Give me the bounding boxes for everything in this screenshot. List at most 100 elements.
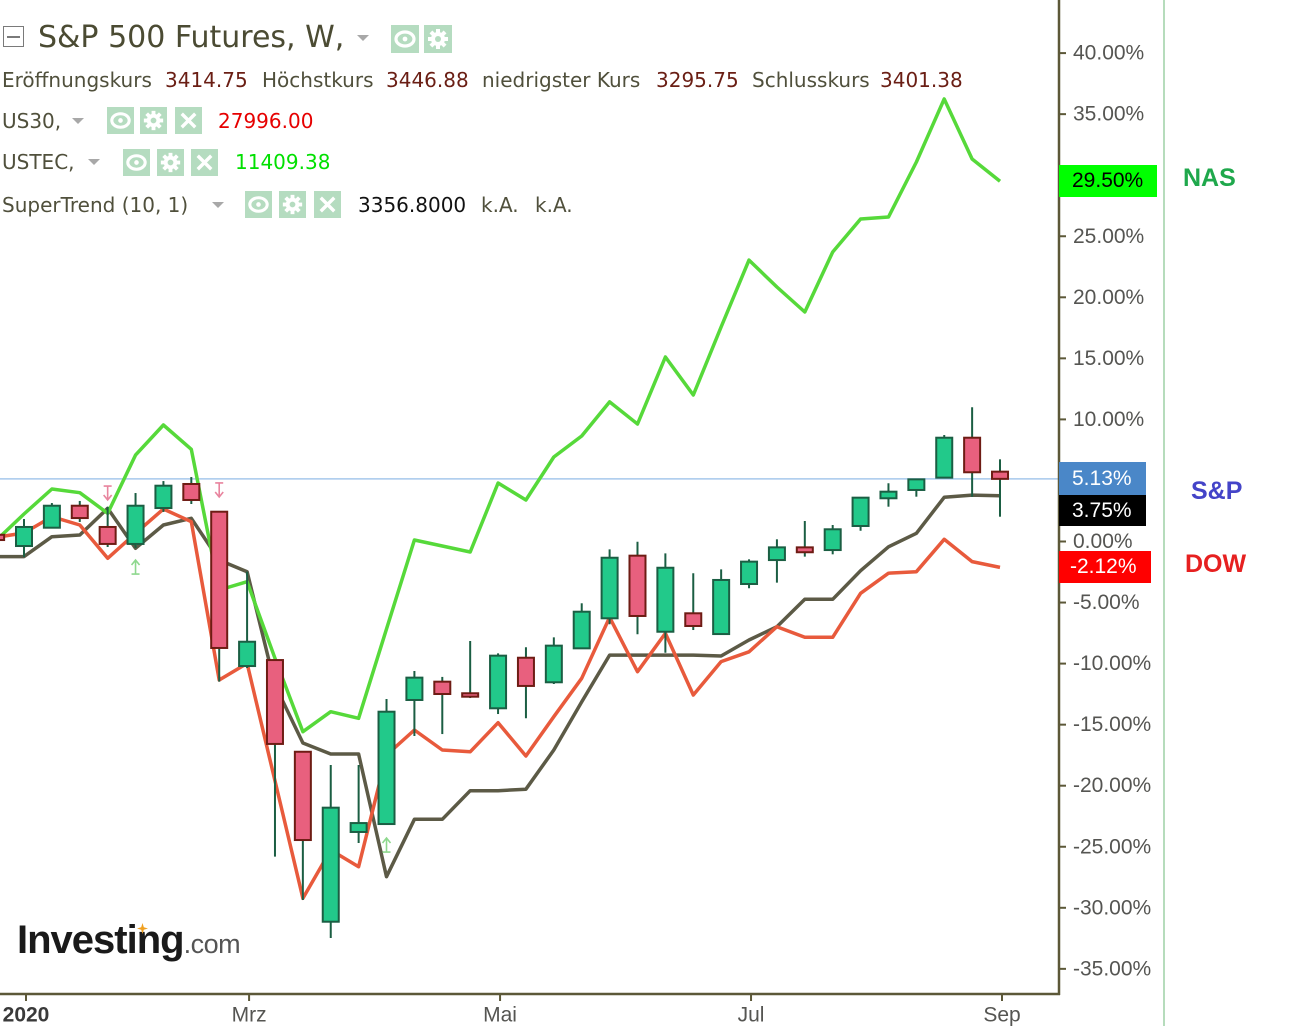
panel-separator bbox=[1163, 0, 1165, 1026]
candle[interactable] bbox=[433, 676, 452, 735]
y-axis-label: -25.00% bbox=[1073, 835, 1151, 858]
buy-signal-arrow-icon bbox=[381, 836, 392, 853]
candle-body bbox=[767, 546, 786, 562]
y-axis-label: 25.00% bbox=[1073, 225, 1144, 248]
candle[interactable] bbox=[879, 483, 898, 507]
candle-body bbox=[238, 640, 257, 668]
candle-body bbox=[795, 546, 814, 554]
study-supertrend-extra-1: k.A. bbox=[481, 193, 519, 217]
close-value: 3401.38 bbox=[880, 68, 963, 92]
y-axis-label: 10.00% bbox=[1073, 408, 1144, 431]
gear-icon[interactable] bbox=[424, 25, 452, 53]
candle[interactable] bbox=[349, 764, 368, 843]
candle[interactable] bbox=[795, 520, 814, 557]
candle[interactable] bbox=[377, 699, 396, 826]
study-ustec-name[interactable]: USTEC, bbox=[2, 150, 75, 174]
candle[interactable] bbox=[126, 493, 145, 548]
candle-body bbox=[126, 504, 145, 545]
candle[interactable] bbox=[0, 531, 6, 544]
candle-body bbox=[377, 710, 396, 826]
candle[interactable] bbox=[182, 477, 201, 505]
ustec-line bbox=[0, 97, 1002, 734]
eye-icon[interactable] bbox=[391, 25, 419, 53]
eye-icon[interactable] bbox=[245, 191, 272, 218]
candle-body bbox=[656, 566, 675, 633]
candle[interactable] bbox=[767, 539, 786, 583]
candle-body bbox=[572, 610, 591, 650]
candle-body bbox=[70, 504, 89, 520]
candle[interactable] bbox=[656, 553, 675, 653]
candle[interactable] bbox=[628, 541, 647, 635]
x-axis-label: Jul bbox=[738, 1004, 765, 1026]
y-axis-label: -15.00% bbox=[1073, 713, 1151, 736]
eye-icon[interactable] bbox=[107, 107, 134, 134]
candle[interactable] bbox=[405, 671, 424, 737]
study-supertrend-name[interactable]: SuperTrend (10, 1) bbox=[2, 193, 189, 217]
logo-brand: Investing bbox=[17, 918, 185, 962]
candle[interactable] bbox=[516, 647, 535, 719]
candle-body bbox=[42, 504, 61, 529]
candle[interactable] bbox=[15, 519, 33, 558]
candle[interactable] bbox=[489, 653, 508, 715]
candle[interactable] bbox=[461, 641, 480, 699]
y-axis-label: -35.00% bbox=[1073, 957, 1151, 980]
candle-body bbox=[405, 676, 424, 701]
candle[interactable] bbox=[572, 603, 591, 650]
candle-body bbox=[433, 680, 452, 696]
candle-body bbox=[0, 533, 6, 542]
candle-body bbox=[600, 556, 619, 620]
candle[interactable] bbox=[907, 478, 926, 497]
candle[interactable] bbox=[98, 506, 117, 547]
gear-icon[interactable] bbox=[279, 191, 306, 218]
candle[interactable] bbox=[154, 481, 173, 512]
candle[interactable] bbox=[823, 525, 842, 555]
close-icon[interactable] bbox=[191, 149, 218, 176]
study-ustec-dropdown-icon[interactable] bbox=[88, 159, 100, 165]
y-axis-label: -20.00% bbox=[1073, 774, 1151, 797]
candle[interactable] bbox=[600, 549, 619, 625]
candle-body bbox=[98, 525, 117, 545]
close-icon[interactable] bbox=[175, 107, 202, 134]
candle[interactable] bbox=[963, 407, 982, 497]
price-label-sp: 5.13% bbox=[1059, 462, 1146, 495]
main-series-dropdown-icon[interactable] bbox=[357, 35, 369, 41]
candle-body bbox=[293, 750, 312, 842]
candle[interactable] bbox=[265, 659, 284, 857]
plot-area[interactable] bbox=[0, 97, 1058, 938]
study-supertrend-extra-2: k.A. bbox=[535, 193, 573, 217]
study-us30-dropdown-icon[interactable] bbox=[72, 118, 84, 124]
candle[interactable] bbox=[293, 750, 312, 900]
candle[interactable] bbox=[210, 510, 229, 682]
price-label-dow: -2.12% bbox=[1059, 551, 1151, 583]
collapse-legend-icon[interactable] bbox=[3, 26, 24, 47]
candle-body bbox=[265, 659, 284, 745]
gear-icon[interactable] bbox=[140, 107, 167, 134]
study-us30-name[interactable]: US30, bbox=[2, 109, 62, 133]
candle-body bbox=[182, 482, 201, 501]
candle[interactable] bbox=[544, 637, 563, 684]
buy-signal-arrow-icon bbox=[130, 558, 141, 575]
candle[interactable] bbox=[238, 571, 257, 668]
study-supertrend-dropdown-icon[interactable] bbox=[212, 202, 224, 208]
candle-body bbox=[963, 436, 982, 474]
candle[interactable] bbox=[740, 559, 759, 589]
candle[interactable] bbox=[42, 503, 61, 529]
investing-logo: Investing.com bbox=[17, 916, 241, 968]
main-series-title[interactable]: S&P 500 Futures, W, bbox=[38, 20, 345, 55]
low-label: niedrigster Kurs bbox=[482, 68, 641, 92]
study-us30-value: 27996.00 bbox=[218, 109, 314, 133]
candle[interactable] bbox=[935, 435, 954, 479]
supertrend-line bbox=[0, 493, 1001, 879]
candle[interactable] bbox=[712, 569, 731, 636]
candle[interactable] bbox=[321, 764, 340, 938]
y-axis-label: -5.00% bbox=[1073, 591, 1140, 614]
candle-body bbox=[712, 578, 731, 636]
candle[interactable] bbox=[684, 573, 703, 631]
candle[interactable] bbox=[991, 459, 1010, 517]
candle-body bbox=[823, 528, 842, 552]
candle[interactable] bbox=[851, 496, 870, 531]
candle[interactable] bbox=[70, 500, 89, 522]
gear-icon[interactable] bbox=[157, 149, 184, 176]
close-icon[interactable] bbox=[314, 191, 341, 218]
eye-icon[interactable] bbox=[123, 149, 150, 176]
